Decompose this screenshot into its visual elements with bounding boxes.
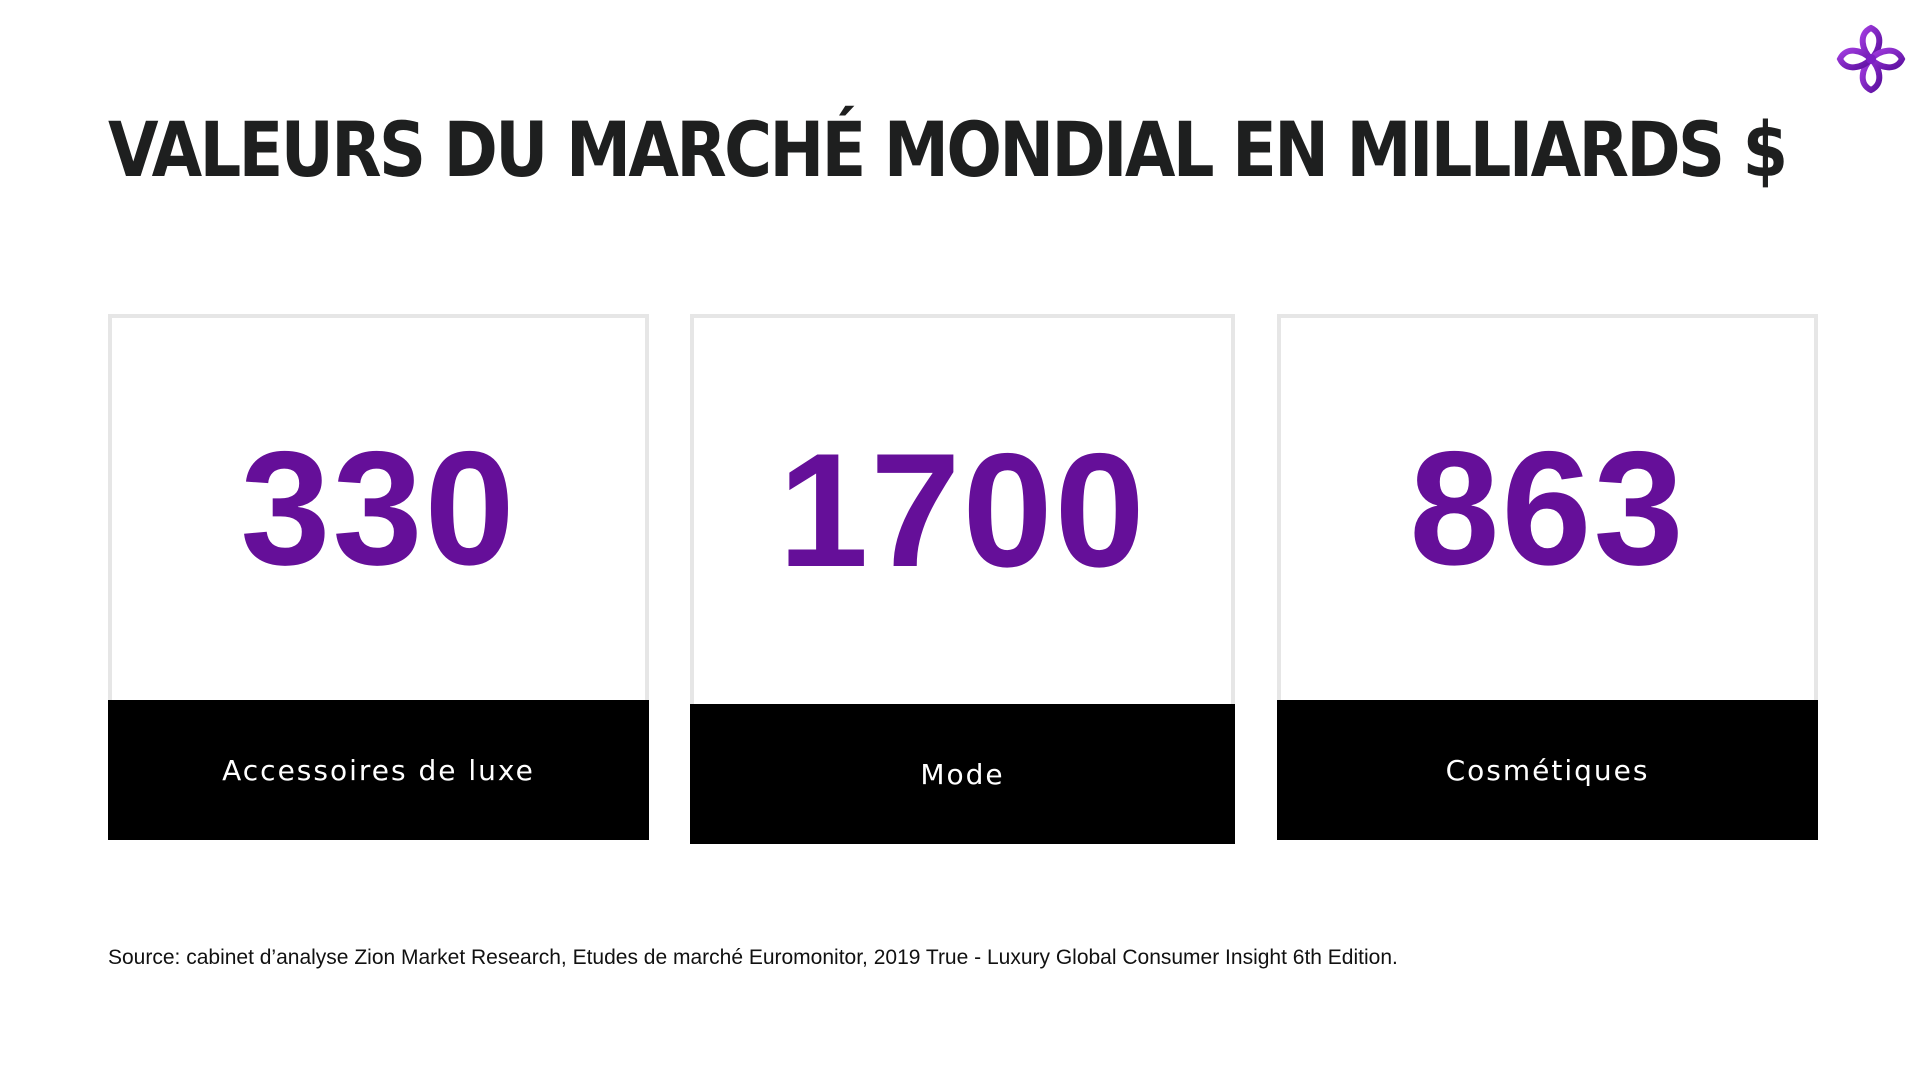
card-value-box: 330 — [108, 314, 649, 704]
card-label: Mode — [690, 704, 1235, 844]
page-title: VALEURS DU MARCHÉ MONDIAL EN MILLIARDS $ — [108, 105, 1788, 194]
card-value: 330 — [240, 418, 517, 599]
card-label: Cosmétiques — [1277, 700, 1818, 840]
card-accessoires: 330 Accessoires de luxe — [108, 314, 649, 840]
card-cosmetiques: 863 Cosmétiques — [1277, 314, 1818, 840]
source-note: Source: cabinet d’analyse Zion Market Re… — [108, 946, 1398, 969]
card-value: 863 — [1409, 418, 1686, 599]
purple-knot-logo-icon — [1832, 20, 1910, 98]
card-label: Accessoires de luxe — [108, 700, 649, 840]
card-value: 1700 — [778, 420, 1147, 601]
card-value-box: 863 — [1277, 314, 1818, 704]
card-value-box: 1700 — [690, 314, 1235, 708]
card-mode: 1700 Mode — [690, 314, 1235, 844]
